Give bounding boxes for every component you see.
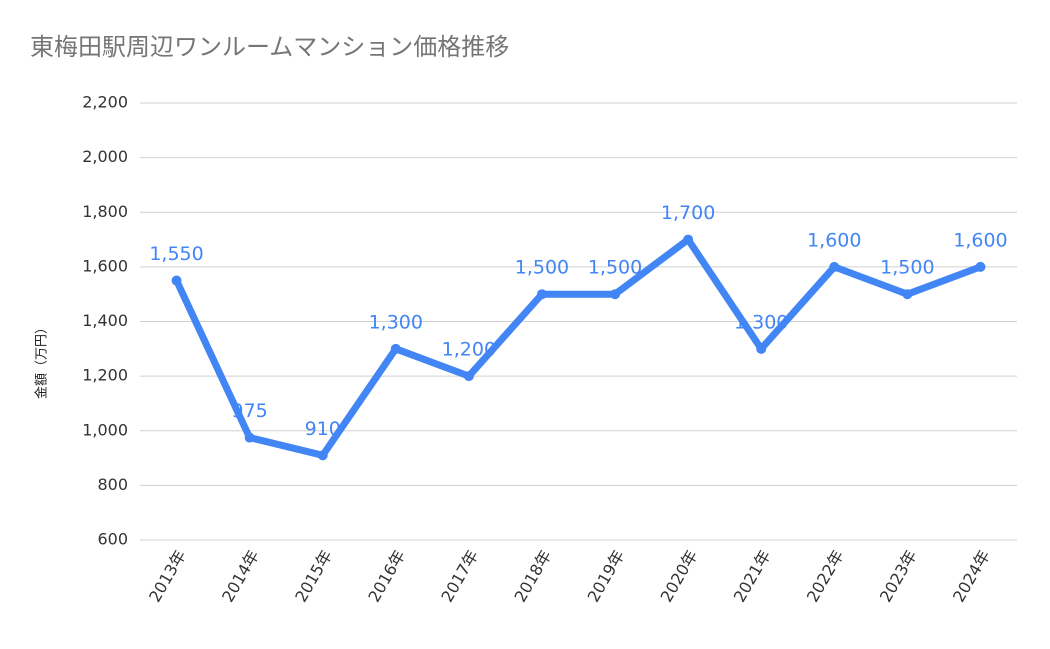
y-tick-label: 600 <box>97 530 128 549</box>
data-label: 1,200 <box>442 339 496 361</box>
data-label: 1,600 <box>807 229 861 251</box>
x-tick-label: 2021年 <box>730 547 775 606</box>
data-point <box>610 289 621 300</box>
data-label: 1,500 <box>588 257 642 279</box>
data-label: 1,700 <box>661 202 715 224</box>
x-tick-label: 2020年 <box>657 547 702 606</box>
y-tick-label: 1,200 <box>82 366 128 385</box>
y-axis-label: 金額（万円） <box>34 321 50 399</box>
y-tick-label: 1,800 <box>82 202 128 221</box>
y-tick-label: 800 <box>97 475 128 494</box>
data-point <box>536 289 547 300</box>
data-label: 910 <box>305 418 341 440</box>
y-tick-label: 1,400 <box>82 311 128 330</box>
chart-title: 東梅田駅周辺ワンルームマンション価格推移 <box>30 33 509 61</box>
y-tick-label: 2,200 <box>82 93 128 112</box>
x-tick-label: 2013年 <box>145 547 190 606</box>
series-line <box>173 236 982 459</box>
x-tick-label: 2016年 <box>364 547 409 606</box>
data-label: 1,600 <box>953 229 1007 251</box>
x-tick-label: 2017年 <box>437 547 482 606</box>
x-tick-label: 2019年 <box>584 547 629 606</box>
x-tick-label: 2023年 <box>876 547 921 606</box>
data-point <box>171 275 182 286</box>
data-label: 1,550 <box>149 243 203 265</box>
data-label: 975 <box>231 400 267 422</box>
data-point <box>756 343 767 354</box>
data-point <box>829 261 840 272</box>
data-label: 1,500 <box>880 257 934 279</box>
data-label: 1,300 <box>734 311 788 333</box>
data-label: 1,500 <box>515 257 569 279</box>
data-point <box>902 289 913 300</box>
data-point <box>390 343 401 354</box>
data-point <box>463 371 474 382</box>
data-point <box>683 234 694 245</box>
x-tick-label: 2015年 <box>291 547 336 606</box>
y-tick-label: 1,600 <box>82 256 128 275</box>
y-tick-label: 2,000 <box>82 147 128 166</box>
data-point <box>244 432 255 443</box>
x-tick-label: 2018年 <box>510 547 555 606</box>
x-tick-label: 2022年 <box>803 547 848 606</box>
x-tick-label: 2014年 <box>218 547 263 606</box>
data-point <box>975 261 986 272</box>
x-tick-label: 2024年 <box>949 547 994 606</box>
data-point <box>317 450 328 461</box>
data-label: 1,300 <box>369 311 423 333</box>
y-tick-label: 1,000 <box>82 420 128 439</box>
